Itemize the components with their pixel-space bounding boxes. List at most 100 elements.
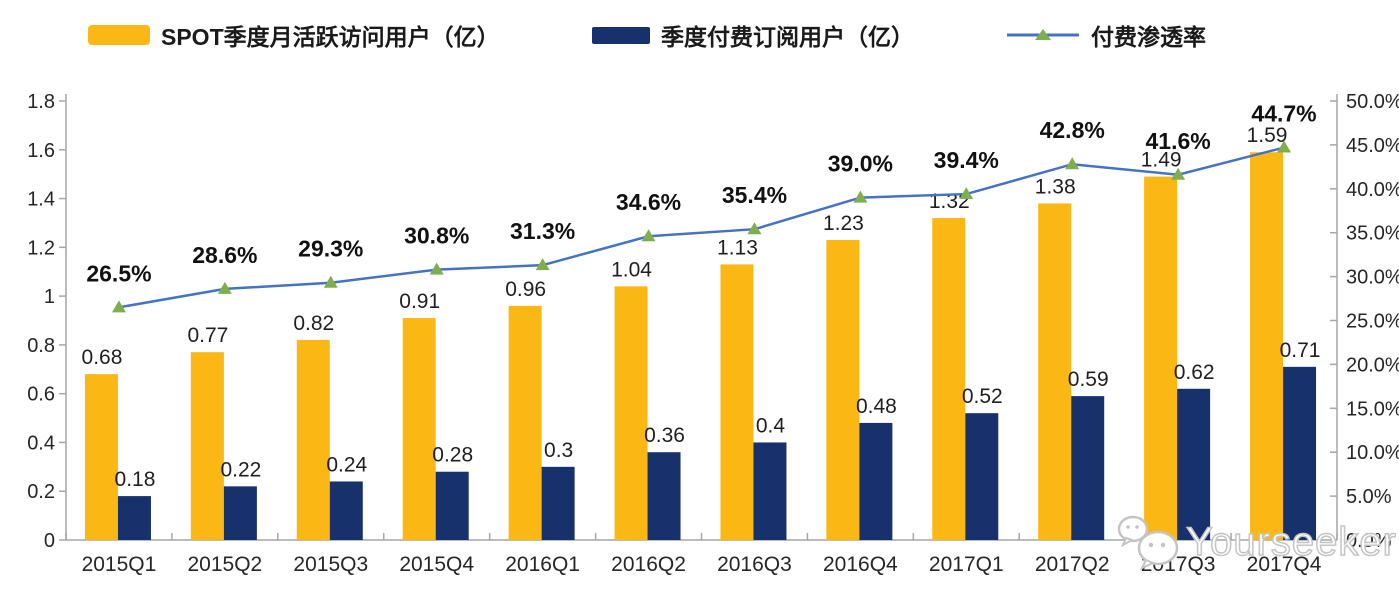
- bar-label-subscribers: 0.18: [115, 468, 156, 491]
- penetration-label: 30.8%: [404, 223, 469, 249]
- penetration-label: 34.6%: [616, 189, 681, 215]
- left-axis-tick-label: 0.4: [27, 432, 55, 454]
- bar-label-subscribers: 0.22: [220, 458, 261, 481]
- bar-label-subscribers: 0.36: [644, 424, 685, 447]
- left-axis-tick-label: 0.8: [27, 335, 55, 357]
- bar-mau: [508, 305, 542, 540]
- category-label: 2015Q2: [188, 553, 263, 576]
- left-axis-tick-label: 1.4: [27, 189, 55, 211]
- penetration-label: 35.4%: [722, 182, 787, 208]
- legend-label-subscribers: 季度付费订阅用户（亿）: [661, 24, 914, 50]
- line-marker: [853, 190, 868, 203]
- bar-mau: [826, 240, 860, 540]
- bar-label-subscribers: 0.62: [1174, 361, 1215, 384]
- category-label: 2016Q1: [505, 553, 580, 576]
- penetration-label: 29.3%: [298, 236, 363, 262]
- bar-subscribers: [965, 413, 999, 540]
- legend-swatch-mau: [88, 25, 150, 45]
- bar-mau: [84, 374, 118, 540]
- penetration-label: 42.8%: [1040, 117, 1105, 143]
- penetration-label: 44.7%: [1251, 101, 1316, 127]
- category-label: 2017Q1: [929, 553, 1004, 576]
- bar-label-mau: 1.23: [823, 212, 864, 235]
- line-marker: [217, 281, 232, 294]
- right-axis-tick-label: 35.0%: [1346, 223, 1399, 245]
- penetration-label: 39.0%: [828, 151, 893, 177]
- legend-swatch-subscribers: [592, 26, 650, 44]
- line-marker: [1171, 167, 1186, 180]
- bar-subscribers: [541, 466, 575, 540]
- bar-subscribers: [859, 422, 893, 540]
- bar-label-subscribers: 0.71: [1280, 339, 1321, 362]
- line-marker: [429, 262, 444, 275]
- right-axis-tick-label: 10.0%: [1346, 442, 1399, 464]
- bar-label-mau: 0.77: [187, 324, 228, 347]
- legend-label-mau: SPOT季度月活跃访问用户（亿）: [161, 24, 500, 50]
- bar-label-subscribers: 0.4: [756, 414, 786, 437]
- bar-subscribers: [223, 486, 257, 540]
- bar-label-mau: 0.91: [399, 290, 440, 313]
- bar-subscribers: [1177, 388, 1211, 540]
- penetration-label: 39.4%: [934, 147, 999, 173]
- legend-item-subscribers: 季度付费订阅用户（亿）: [592, 18, 914, 52]
- category-label: 2017Q3: [1141, 553, 1216, 576]
- bar-subscribers: [647, 452, 681, 540]
- line-marker: [1065, 157, 1080, 170]
- bar-label-mau: 1.04: [611, 258, 652, 281]
- category-label: 2015Q1: [82, 553, 157, 576]
- right-axis-tick-label: 5.0%: [1346, 486, 1392, 508]
- line-marker: [747, 222, 762, 235]
- category-label: 2015Q4: [399, 553, 474, 576]
- bar-subscribers: [753, 442, 787, 540]
- bar-subscribers: [1071, 396, 1105, 540]
- line-marker: [111, 300, 126, 313]
- legend-item-penetration: 付费渗透率: [1006, 18, 1206, 52]
- legend-label-penetration: 付费渗透率: [1091, 24, 1206, 50]
- right-axis-tick-label: 45.0%: [1346, 135, 1399, 157]
- category-label: 2016Q2: [611, 553, 686, 576]
- bar-mau: [402, 318, 436, 540]
- category-label: 2017Q4: [1247, 553, 1322, 576]
- right-axis-tick-label: 50.0%: [1346, 91, 1399, 113]
- bar-label-mau: 1.59: [1247, 124, 1288, 147]
- penetration-label: 41.6%: [1146, 128, 1211, 154]
- bar-mau: [1250, 152, 1284, 540]
- bar-label-mau: 1.49: [1141, 149, 1182, 172]
- legend-line-marker-icon: [1007, 29, 1079, 40]
- bar-label-mau: 0.68: [82, 346, 123, 369]
- bar-mau: [1038, 203, 1072, 540]
- bar-label-subscribers: 0.52: [962, 385, 1003, 408]
- bar-subscribers: [117, 496, 151, 540]
- legend-item-mau: SPOT季度月活跃访问用户（亿）: [88, 18, 500, 52]
- penetration-label: 26.5%: [86, 260, 151, 286]
- bar-label-subscribers: 0.48: [856, 395, 897, 418]
- category-label: 2017Q2: [1035, 553, 1110, 576]
- left-axis-tick-label: 0: [44, 530, 55, 552]
- line-marker: [959, 187, 974, 200]
- category-label: 2015Q3: [293, 553, 368, 576]
- bar-subscribers: [329, 481, 363, 540]
- bar-label-subscribers: 0.28: [432, 444, 473, 467]
- bar-label-subscribers: 0.24: [326, 453, 367, 476]
- bar-label-subscribers: 0.59: [1068, 368, 1109, 391]
- bar-label-mau: 1.38: [1035, 175, 1076, 198]
- right-axis-tick-label: 25.0%: [1346, 311, 1399, 333]
- left-axis-tick-label: 0.2: [27, 481, 55, 503]
- right-axis-tick-label: 40.0%: [1346, 179, 1399, 201]
- line-marker: [323, 275, 338, 288]
- bar-label-mau: 0.82: [293, 312, 334, 335]
- penetration-label: 28.6%: [192, 242, 257, 268]
- bar-subscribers: [1283, 366, 1317, 540]
- bar-mau: [296, 340, 330, 540]
- line-marker: [535, 258, 550, 271]
- right-axis-tick-label: 15.0%: [1346, 398, 1399, 420]
- category-label: 2016Q3: [717, 553, 792, 576]
- left-axis-tick-label: 1.2: [27, 237, 55, 259]
- line-marker: [1277, 140, 1292, 153]
- bar-mau: [614, 286, 648, 540]
- bar-label-mau: 1.13: [717, 236, 758, 259]
- bar-label-mau: 0.96: [505, 278, 546, 301]
- right-axis-tick-label: 0.0%: [1346, 530, 1392, 552]
- left-axis-tick-label: 1: [44, 286, 55, 308]
